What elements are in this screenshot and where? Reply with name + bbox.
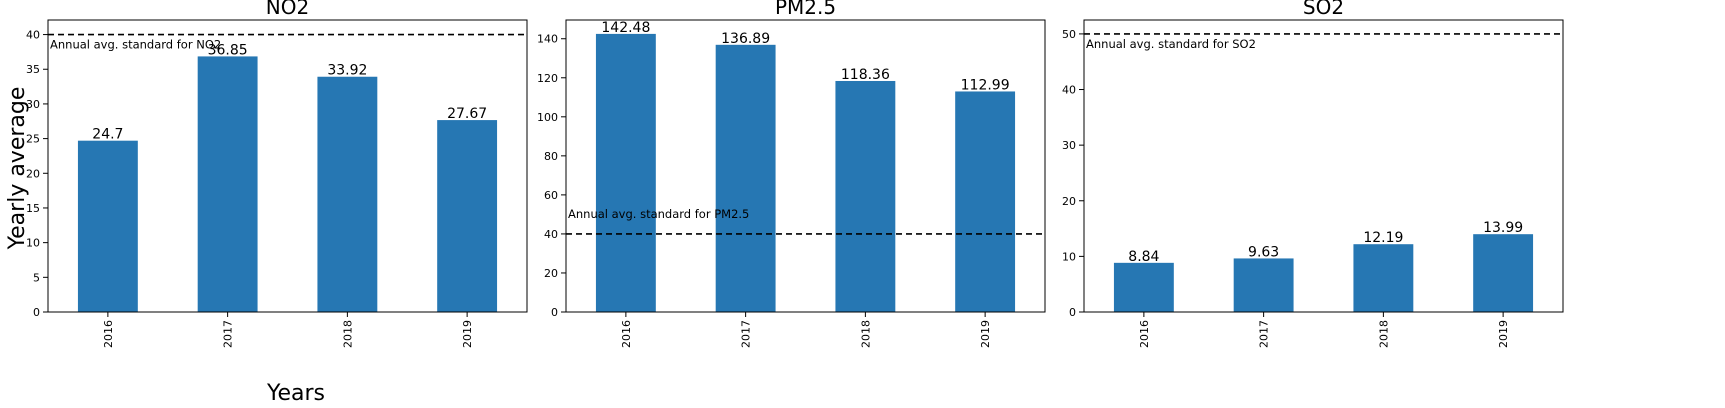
bar-value-label: 112.99 xyxy=(961,77,1010,93)
bar-value-label: 12.19 xyxy=(1363,230,1403,246)
bar-value-label: 24.7 xyxy=(92,127,123,143)
bar-2017 xyxy=(197,56,258,313)
plot-frame xyxy=(1083,19,1564,313)
bar-2019 xyxy=(955,91,1016,312)
x-tick-label: 2016 xyxy=(1138,320,1151,348)
bar-value-label: 142.48 xyxy=(601,20,650,36)
y-tick-label: 120 xyxy=(537,72,558,85)
y-tick-label: 30 xyxy=(1062,139,1076,152)
bar-2016 xyxy=(77,140,138,312)
chart-title: SO2 xyxy=(1303,0,1344,19)
plot-frame xyxy=(565,19,1046,313)
bar-value-label: 118.36 xyxy=(841,67,890,83)
y-tick-label: 20 xyxy=(1062,195,1076,208)
chart-title: NO2 xyxy=(266,0,309,19)
y-tick-label: 60 xyxy=(544,189,558,202)
y-tick-label: 80 xyxy=(544,150,558,163)
y-tick-label: 140 xyxy=(537,33,558,46)
x-tick-label: 2016 xyxy=(102,320,115,348)
bar-2018 xyxy=(317,76,378,313)
bar-2018 xyxy=(835,80,896,312)
y-tick-label: 40 xyxy=(1062,84,1076,97)
bar-2019 xyxy=(437,120,498,312)
plot-frame xyxy=(47,19,528,313)
bar-2016 xyxy=(1113,262,1174,312)
chart-title: PM2.5 xyxy=(775,0,836,19)
bar-value-label: 27.67 xyxy=(447,106,487,122)
x-tick-label: 2018 xyxy=(1377,320,1390,348)
y-tick-label: 40 xyxy=(544,228,558,241)
bar-2016 xyxy=(595,33,656,312)
shared-x-axis-label: Years xyxy=(266,381,325,406)
y-tick-label: 20 xyxy=(544,267,558,280)
y-tick-label: 10 xyxy=(1062,250,1076,263)
x-tick-label: 2017 xyxy=(222,320,235,348)
y-tick-label: 25 xyxy=(26,133,40,146)
x-tick-label: 2018 xyxy=(341,320,354,348)
y-tick-label: 0 xyxy=(1069,306,1076,319)
y-tick-label: 15 xyxy=(26,202,40,215)
bar-value-label: 36.85 xyxy=(208,42,248,58)
bar-2017 xyxy=(715,44,776,312)
bar-2017 xyxy=(1233,258,1294,312)
y-tick-label: 50 xyxy=(1062,28,1076,41)
bar-2018 xyxy=(1353,244,1414,312)
reference-line-label: Annual avg. standard for NO2 xyxy=(50,38,221,52)
bar-2019 xyxy=(1473,234,1534,312)
bar-value-label: 33.92 xyxy=(327,63,367,79)
chart-panel-2: PM2.5 142.48 2016 136.89 2017 118.36 2018 112.9… xyxy=(537,0,1046,348)
bar-value-label: 9.63 xyxy=(1248,244,1279,260)
y-tick-label: 35 xyxy=(26,63,40,76)
chart-panel-3: SO2 8.84 2016 9.63 2017 12.19 2018 13.99 2019 Ann… xyxy=(1062,0,1564,348)
y-tick-label: 0 xyxy=(33,306,40,319)
x-tick-label: 2019 xyxy=(979,320,992,348)
y-tick-label: 5 xyxy=(33,271,40,284)
bar-value-label: 13.99 xyxy=(1483,220,1523,236)
x-tick-label: 2017 xyxy=(1258,320,1271,348)
y-tick-label: 0 xyxy=(551,306,558,319)
x-tick-label: 2019 xyxy=(1497,320,1510,348)
reference-line-label: Annual avg. standard for PM2.5 xyxy=(568,207,749,221)
y-tick-label: 100 xyxy=(537,111,558,124)
x-tick-label: 2018 xyxy=(859,320,872,348)
chart-panel-1: NO2 24.7 2016 36.85 2017 33.92 2018 27.67 2019 An… xyxy=(26,0,528,348)
reference-line-label: Annual avg. standard for SO2 xyxy=(1086,37,1256,51)
y-tick-label: 40 xyxy=(26,29,40,42)
bar-value-label: 8.84 xyxy=(1128,249,1159,265)
x-tick-label: 2017 xyxy=(740,320,753,348)
y-tick-label: 20 xyxy=(26,167,40,180)
x-tick-label: 2016 xyxy=(620,320,633,348)
shared-y-axis-label: Yearly average xyxy=(5,87,30,251)
y-tick-label: 30 xyxy=(26,98,40,111)
y-tick-label: 10 xyxy=(26,237,40,250)
bar-value-label: 136.89 xyxy=(721,31,770,47)
x-tick-label: 2019 xyxy=(461,320,474,348)
